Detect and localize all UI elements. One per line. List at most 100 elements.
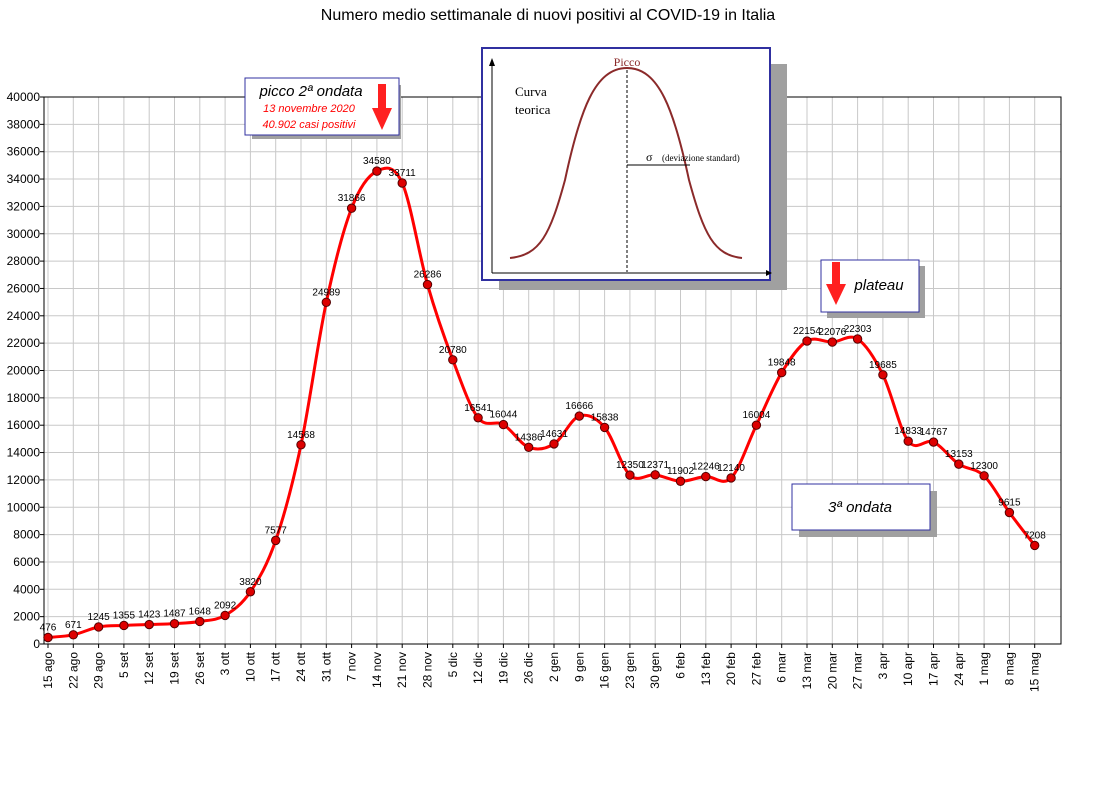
x-tick-label: 12 dic bbox=[471, 652, 485, 684]
x-tick-label: 3 apr bbox=[876, 652, 890, 679]
y-tick-label: 2000 bbox=[13, 610, 40, 624]
data-point bbox=[979, 471, 989, 481]
x-tick-label: 6 feb bbox=[674, 652, 688, 679]
data-label: 476 bbox=[40, 622, 57, 633]
data-point bbox=[93, 622, 104, 632]
data-point bbox=[397, 178, 407, 188]
data-point bbox=[271, 535, 281, 546]
y-tick-label: 34000 bbox=[7, 172, 41, 186]
data-label: 9615 bbox=[998, 498, 1021, 509]
data-point bbox=[574, 411, 584, 421]
plateau-annotation-box: plateau bbox=[820, 259, 925, 318]
data-points bbox=[43, 166, 1040, 643]
data-point bbox=[448, 355, 458, 365]
data-point bbox=[119, 620, 129, 631]
y-tick-label: 28000 bbox=[7, 254, 41, 268]
x-tick-label: 13 feb bbox=[699, 652, 713, 686]
data-point bbox=[1004, 507, 1015, 518]
x-tick-label: 6 mar bbox=[775, 652, 789, 683]
data-point bbox=[625, 470, 635, 480]
y-tick-label: 32000 bbox=[7, 199, 41, 213]
x-tick-label: 5 set bbox=[117, 651, 131, 678]
x-tick-label: 10 apr bbox=[901, 652, 915, 686]
arrow-down-icon bbox=[826, 262, 846, 305]
y-tick-label: 40000 bbox=[7, 90, 41, 104]
x-tick-label: 27 mar bbox=[851, 652, 865, 689]
data-point bbox=[928, 437, 939, 447]
data-point bbox=[144, 619, 154, 630]
data-label: 14631 bbox=[540, 429, 568, 440]
y-tick-label: 22000 bbox=[7, 336, 41, 350]
x-tick-label: 19 dic bbox=[496, 652, 510, 684]
data-label: 3820 bbox=[239, 577, 262, 588]
x-tick-label: 8 mag bbox=[1002, 652, 1016, 685]
x-tick-label: 24 ott bbox=[294, 651, 308, 682]
x-tick-label: 24 apr bbox=[952, 652, 966, 686]
data-label: 11902 bbox=[667, 466, 695, 477]
inset-peak-label: Picco bbox=[614, 55, 641, 69]
data-label: 31866 bbox=[338, 193, 366, 204]
x-tick-label: 17 ott bbox=[269, 651, 283, 682]
data-label: 22303 bbox=[844, 324, 872, 335]
data-point bbox=[675, 476, 686, 486]
data-point bbox=[954, 459, 964, 469]
data-point bbox=[751, 420, 762, 430]
data-point bbox=[650, 470, 660, 480]
data-label: 26286 bbox=[414, 270, 442, 281]
y-tick-label: 0 bbox=[33, 637, 40, 651]
data-point bbox=[878, 370, 888, 380]
peak-annotation-title: picco 2ª ondata bbox=[258, 83, 362, 100]
data-label: 20780 bbox=[439, 345, 467, 356]
y-tick-label: 20000 bbox=[7, 364, 41, 378]
x-tick-label: 27 feb bbox=[749, 652, 763, 686]
y-tick-label: 12000 bbox=[7, 473, 41, 487]
x-tick-label: 5 dic bbox=[446, 652, 460, 677]
y-tick-label: 26000 bbox=[7, 281, 41, 295]
data-point bbox=[903, 436, 913, 446]
data-label: 7208 bbox=[1024, 530, 1047, 541]
data-label: 12371 bbox=[641, 460, 669, 471]
data-point bbox=[296, 440, 306, 450]
data-label: 12246 bbox=[692, 462, 720, 473]
data-label: 12350 bbox=[616, 460, 644, 471]
x-tick-label: 31 ott bbox=[319, 651, 333, 682]
plateau-label: plateau bbox=[853, 277, 904, 294]
x-tick-label: 29 ago bbox=[92, 652, 106, 689]
x-tick-label: 9 gen bbox=[572, 652, 586, 682]
data-label: 14568 bbox=[287, 430, 315, 441]
data-point bbox=[701, 471, 711, 482]
x-tick-label: 20 feb bbox=[724, 652, 738, 686]
y-tick-label: 14000 bbox=[7, 446, 41, 460]
data-point bbox=[220, 610, 230, 621]
x-tick-label: 3 ott bbox=[218, 651, 232, 675]
inset-theoretical-curve: Picco Curva teorica σ (deviazione standa… bbox=[481, 47, 787, 290]
y-tick-label: 16000 bbox=[7, 418, 41, 432]
data-point bbox=[1030, 540, 1040, 551]
data-point bbox=[549, 439, 559, 449]
data-point bbox=[473, 413, 483, 423]
data-label: 14767 bbox=[920, 427, 948, 438]
x-tick-label: 22 ago bbox=[66, 652, 80, 689]
x-tick-label: 30 gen bbox=[648, 652, 662, 689]
data-label: 1355 bbox=[113, 610, 136, 621]
third-wave-annotation-box: 3ª ondata bbox=[791, 483, 937, 537]
x-tick-label: 7 nov bbox=[345, 652, 359, 681]
data-point bbox=[827, 337, 837, 347]
data-label: 15838 bbox=[591, 412, 619, 423]
y-tick-label: 6000 bbox=[13, 555, 40, 569]
y-tick-label: 24000 bbox=[7, 309, 41, 323]
data-point bbox=[245, 587, 256, 597]
data-label: 12300 bbox=[970, 461, 998, 472]
y-tick-label: 38000 bbox=[7, 117, 41, 131]
data-label: 14386 bbox=[515, 432, 543, 443]
x-tick-label: 23 gen bbox=[623, 652, 637, 689]
y-tick-label: 36000 bbox=[7, 145, 41, 159]
y-tick-label: 30000 bbox=[7, 227, 41, 241]
data-label: 12140 bbox=[717, 463, 745, 474]
data-point bbox=[372, 166, 382, 176]
inset-curve-label-1: Curva bbox=[515, 84, 547, 99]
data-point bbox=[169, 618, 180, 629]
data-label: 34580 bbox=[363, 156, 391, 167]
data-label: 16541 bbox=[464, 403, 492, 414]
data-point bbox=[346, 203, 357, 213]
